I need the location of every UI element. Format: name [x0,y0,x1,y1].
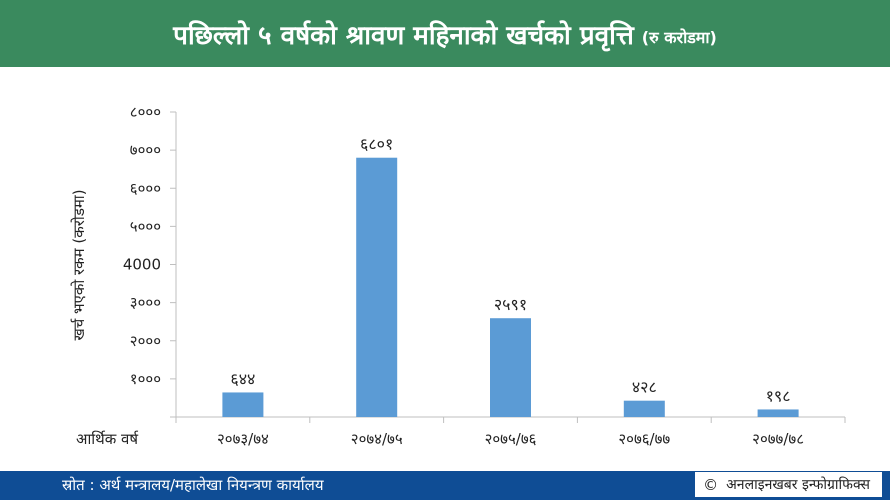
y-tick-label: ५००० [130,217,161,235]
y-tick-label: ७००० [130,141,161,159]
x-tick-label: २०७६/७७ [618,430,670,448]
bar-chart: खर्च भएको रकम (करोडमा) आर्थिक वर्ष १००० २… [70,103,846,448]
x-tick-label: २०७३/७४ [217,430,269,448]
x-tick-label: २०७५/७६ [485,430,537,448]
x-tick-label: २०७४/७५ [351,430,403,448]
bar [757,409,799,417]
copyright-icon: © [703,475,719,494]
header-banner: पछिल्लो ५ वर्षको श्रावण महिनाको खर्चको प… [0,0,890,67]
bar [490,318,531,417]
y-tick-label: ६००० [130,179,161,197]
chart-title: पछिल्लो ५ वर्षको श्रावण महिनाको खर्चको प… [173,20,634,51]
chart-unit: (रु करोडमा) [641,27,717,47]
source-text: स्रोत : अर्थ मन्त्रालय/महालेखा नियन्त्रण… [62,476,324,494]
bar [623,400,665,417]
y-tick-label: १००० [130,370,161,388]
bar-value-label: २५९१ [494,295,527,314]
bar [356,157,398,418]
y-tick-label: 4000 [123,256,161,274]
y-tick-label: ८००० [130,103,161,121]
bar-value-label: ४२८ [632,378,657,397]
x-axis-label: आर्थिक वर्ष [76,430,139,448]
y-tick-label: ३००० [130,294,161,312]
y-tick-label: २००० [130,332,161,350]
credit-badge: © अनलाइनखबर इन्फोग्राफिक्स [695,472,882,497]
bar [222,392,264,417]
y-axis-label: खर्च भएको रकम (करोडमा) [70,189,88,340]
bar-value-label: १९८ [766,386,791,405]
bar-value-label: ६८०१ [360,135,393,154]
credit-text: अनलाइनखबर इन्फोग्राफिक्स [726,477,870,493]
x-tick-label: २०७७/७८ [752,430,804,448]
bar-value-label: ६४४ [230,369,255,388]
footer-bar: स्रोत : अर्थ मन्त्रालय/महालेखा नियन्त्रण… [0,471,890,500]
